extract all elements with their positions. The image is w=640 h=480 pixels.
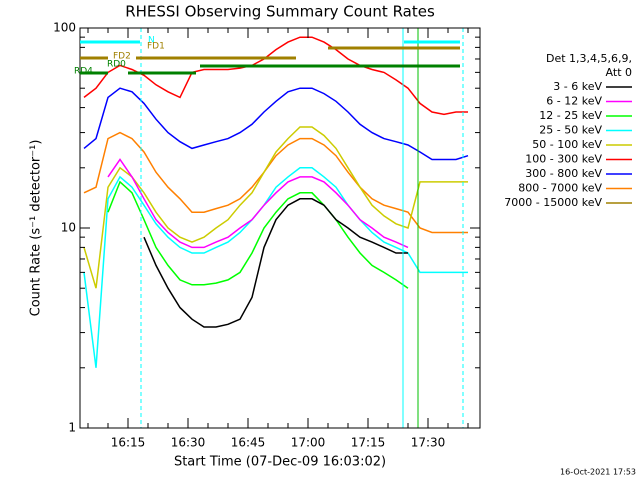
legend-label: 300 - 800 keV (525, 167, 602, 180)
x-tick-label: 16:45 (231, 436, 266, 450)
legend-label: 7000 - 15000 keV (504, 196, 602, 209)
series-line (83, 167, 468, 368)
series-line (83, 36, 468, 116)
y-tick-label: 1 (68, 421, 76, 435)
legend-header: Att 0 (606, 66, 632, 79)
series-line (83, 131, 468, 234)
legend-header: Det 1,3,4,5,6,9, (546, 52, 632, 65)
flag-label: N (148, 36, 155, 46)
series-line (83, 126, 468, 289)
x-tick-label: 17:30 (411, 436, 446, 450)
flag-label: FD1 (147, 42, 165, 52)
footer: 16-Oct-2021 17:53 (560, 468, 636, 477)
series-line (83, 87, 469, 161)
x-tick-label: 16:15 (111, 436, 146, 450)
legend-label: 100 - 300 keV (525, 153, 602, 166)
x-tick-label: 16:30 (171, 436, 206, 450)
legend-label: 3 - 6 keV (553, 80, 602, 93)
x-tick-label: 17:00 (291, 436, 326, 450)
flag-label: RD4 (74, 67, 93, 77)
y-axis-label: Count Rate (s⁻¹ detector⁻¹) (29, 140, 44, 317)
y-tick-label: 10 (61, 221, 76, 235)
series-line (107, 158, 409, 249)
flag-label: RD0 (107, 60, 126, 70)
flag-label: FD2 (113, 52, 131, 62)
legend-label: 50 - 100 keV (532, 138, 602, 151)
legend-label: 12 - 25 keV (539, 109, 602, 122)
chart-title: RHESSI Observing Summary Count Rates (125, 3, 435, 21)
series-line (143, 198, 408, 328)
plot-area (83, 36, 469, 368)
legend-label: 25 - 50 keV (539, 124, 602, 137)
x-tick-label: 17:15 (351, 436, 386, 450)
legend-label: 800 - 7000 keV (518, 182, 602, 195)
y-tick-label: 100 (53, 21, 76, 35)
legend-label: 6 - 12 keV (546, 95, 602, 108)
series-line (107, 180, 409, 289)
x-axis-label: Start Time (07-Dec-09 16:03:02) (174, 455, 386, 470)
